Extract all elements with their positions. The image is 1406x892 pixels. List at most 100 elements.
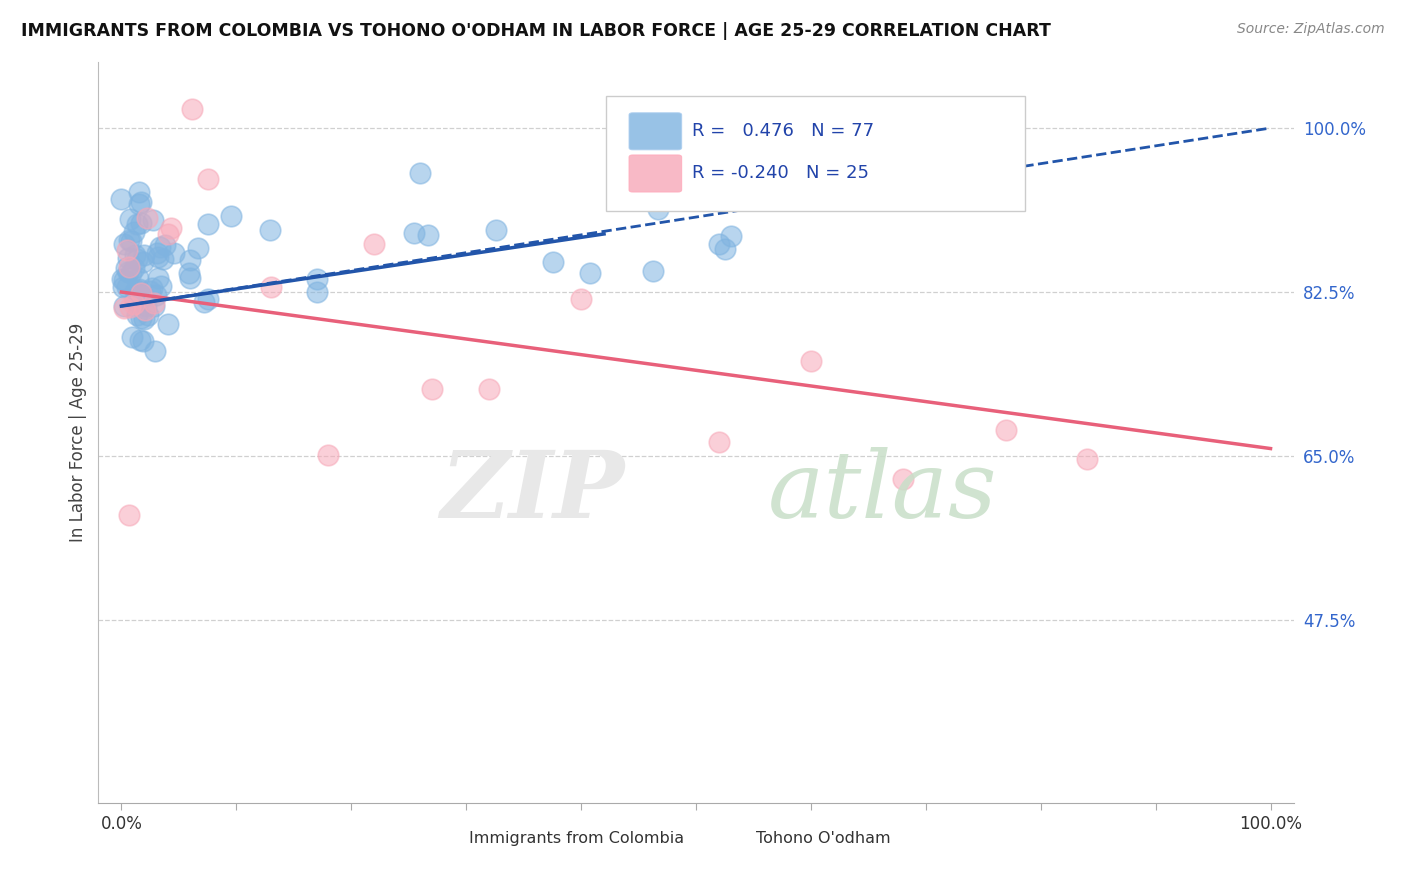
Point bbox=[148, 250, 170, 264]
Point bbox=[132, 248, 155, 262]
Point bbox=[112, 236, 135, 251]
Point bbox=[112, 301, 135, 315]
Point bbox=[110, 192, 132, 206]
Text: Tohono O'odham: Tohono O'odham bbox=[756, 830, 890, 846]
Point bbox=[541, 254, 564, 268]
Point bbox=[150, 278, 173, 293]
Point bbox=[132, 255, 155, 269]
Text: atlas: atlas bbox=[768, 447, 997, 537]
Point bbox=[305, 285, 328, 299]
Point bbox=[197, 217, 219, 231]
Point bbox=[124, 294, 146, 309]
Point bbox=[143, 296, 166, 310]
Point bbox=[139, 284, 162, 298]
Point bbox=[647, 202, 669, 216]
Point bbox=[187, 241, 209, 255]
Point bbox=[146, 245, 169, 260]
Point bbox=[143, 299, 166, 313]
Text: R = -0.240   N = 25: R = -0.240 N = 25 bbox=[692, 164, 869, 183]
Text: R =   0.476   N = 77: R = 0.476 N = 77 bbox=[692, 122, 875, 140]
Point bbox=[114, 261, 136, 276]
Point bbox=[179, 266, 201, 280]
Point bbox=[124, 261, 146, 276]
Point bbox=[197, 172, 219, 186]
Point bbox=[156, 227, 179, 241]
Point bbox=[219, 209, 242, 223]
Point bbox=[120, 300, 142, 314]
Point bbox=[120, 266, 142, 280]
Point bbox=[995, 423, 1018, 437]
Point bbox=[118, 233, 141, 247]
Point bbox=[122, 225, 145, 239]
Point bbox=[115, 279, 138, 293]
Point bbox=[117, 243, 139, 257]
Point bbox=[125, 309, 148, 323]
Point bbox=[131, 310, 153, 325]
Point bbox=[160, 221, 183, 235]
Point bbox=[117, 251, 139, 265]
FancyBboxPatch shape bbox=[423, 822, 464, 853]
Point bbox=[179, 252, 201, 267]
Point bbox=[129, 287, 152, 301]
Point bbox=[117, 265, 139, 279]
Point bbox=[891, 472, 914, 486]
Text: Source: ZipAtlas.com: Source: ZipAtlas.com bbox=[1237, 22, 1385, 37]
Point bbox=[146, 271, 169, 285]
Point bbox=[135, 299, 157, 313]
Point bbox=[643, 264, 665, 278]
Point bbox=[260, 280, 283, 294]
Point bbox=[131, 216, 153, 230]
FancyBboxPatch shape bbox=[628, 155, 682, 192]
Point bbox=[305, 272, 328, 286]
FancyBboxPatch shape bbox=[710, 822, 751, 853]
Point bbox=[149, 240, 172, 254]
Point bbox=[127, 252, 149, 266]
Point bbox=[124, 248, 146, 262]
FancyBboxPatch shape bbox=[606, 95, 1025, 211]
Point bbox=[112, 273, 135, 287]
Point bbox=[118, 260, 141, 274]
Point bbox=[402, 226, 425, 240]
Point bbox=[112, 299, 135, 313]
Text: Immigrants from Colombia: Immigrants from Colombia bbox=[470, 830, 685, 846]
Point bbox=[1076, 451, 1098, 466]
Point bbox=[121, 329, 143, 343]
Point bbox=[569, 292, 592, 306]
Point bbox=[707, 237, 730, 252]
Point bbox=[179, 271, 201, 285]
Point bbox=[157, 317, 180, 331]
Point bbox=[420, 382, 443, 396]
Point bbox=[136, 308, 159, 322]
Point bbox=[141, 281, 163, 295]
Point bbox=[163, 246, 186, 260]
Point bbox=[127, 283, 149, 297]
Point bbox=[197, 293, 219, 307]
Point bbox=[128, 196, 150, 211]
Point bbox=[134, 312, 156, 326]
Point bbox=[125, 217, 148, 231]
Point bbox=[117, 508, 139, 522]
Point bbox=[259, 222, 281, 236]
Point bbox=[478, 382, 501, 396]
Point bbox=[120, 234, 142, 248]
Point bbox=[122, 297, 145, 311]
Point bbox=[129, 194, 152, 209]
Point bbox=[131, 290, 153, 304]
Point bbox=[112, 280, 135, 294]
Text: IMMIGRANTS FROM COLOMBIA VS TOHONO O'ODHAM IN LABOR FORCE | AGE 25-29 CORRELATIO: IMMIGRANTS FROM COLOMBIA VS TOHONO O'ODH… bbox=[21, 22, 1050, 40]
Point bbox=[485, 222, 508, 236]
Point bbox=[153, 237, 176, 252]
Point bbox=[128, 282, 150, 296]
Point bbox=[720, 229, 742, 244]
Point bbox=[714, 243, 737, 257]
Point bbox=[579, 266, 602, 280]
Point bbox=[193, 294, 215, 309]
FancyBboxPatch shape bbox=[628, 112, 682, 150]
Point bbox=[128, 185, 150, 199]
Y-axis label: In Labor Force | Age 25-29: In Labor Force | Age 25-29 bbox=[69, 323, 87, 542]
Point bbox=[142, 213, 165, 227]
Point bbox=[800, 354, 823, 368]
Point bbox=[707, 435, 730, 450]
Point bbox=[111, 272, 134, 286]
Point bbox=[145, 288, 167, 302]
